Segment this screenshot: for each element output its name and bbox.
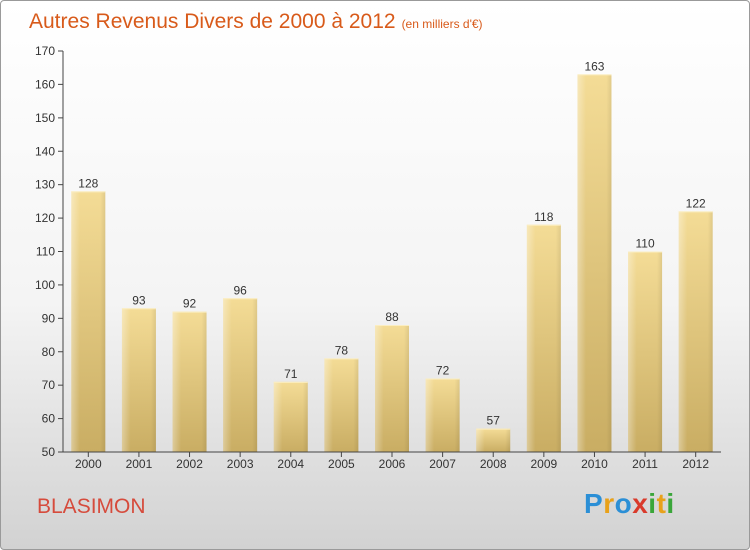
y-axis: 50 60 70 80 90 100 110 120 130 140 150 160 170 [35, 44, 64, 459]
y-tick-label: 90 [42, 311, 56, 325]
x-tick-label: 2006 [379, 457, 406, 471]
logo-letter: r [603, 488, 615, 519]
x-tick-label: 2005 [328, 457, 355, 471]
x-tick-label: 2008 [480, 457, 507, 471]
data-label: 57 [487, 414, 501, 428]
data-labels: 128 93 92 96 71 78 88 72 57 118 163 110 122 [78, 59, 706, 427]
y-tick-label: 140 [35, 144, 55, 158]
data-label: 78 [335, 343, 349, 357]
bar-shade [425, 378, 460, 452]
x-tick-label: 2004 [277, 457, 304, 471]
x-tick-label: 2000 [75, 457, 102, 471]
data-label: 92 [183, 297, 197, 311]
data-label: 88 [385, 310, 399, 324]
bars [71, 74, 713, 453]
data-label: 163 [584, 59, 604, 73]
y-tick-label: 160 [35, 77, 55, 91]
bar-shade [476, 428, 511, 452]
y-tick-label: 170 [35, 44, 55, 58]
bar-shade [577, 74, 612, 453]
bar-shade [678, 211, 713, 452]
bar-shade [121, 308, 156, 452]
x-tick-label: 2011 [632, 457, 658, 471]
data-label: 110 [636, 237, 655, 251]
x-tick-label: 2003 [227, 457, 254, 471]
bar-shade [375, 325, 409, 452]
y-tick-label: 100 [35, 278, 55, 292]
y-tick-label: 50 [42, 445, 56, 459]
y-tick-label: 120 [35, 211, 55, 225]
title-text: Autres Revenus Divers de 2000 à 2012 [29, 10, 396, 33]
y-tick-label: 130 [35, 178, 55, 192]
y-tick-label: 150 [35, 111, 55, 125]
x-tick-label: 2010 [581, 457, 608, 471]
y-tick-label: 80 [42, 345, 56, 359]
y-tick-label: 70 [42, 378, 56, 392]
data-label: 96 [233, 283, 247, 297]
logo-letter: i [648, 488, 657, 519]
y-tick-label: 60 [42, 412, 56, 426]
bar-shade [628, 251, 663, 452]
x-tick-label: 2012 [682, 457, 709, 471]
bar-shade [526, 224, 561, 452]
data-label: 118 [534, 210, 553, 224]
bar-shade [223, 298, 258, 452]
data-label: 72 [436, 363, 450, 377]
data-label: 128 [78, 176, 98, 190]
y-tick-label: 110 [36, 245, 55, 259]
logo-letter: t [656, 488, 667, 519]
logo-letter: x [632, 488, 649, 519]
x-axis: 2000 2001 2002 2003 2004 2005 2006 2007 2008 2009… [63, 451, 721, 471]
chart-title: Autres Revenus Divers de 2000 à 2012 (en … [29, 10, 483, 34]
location-name: BLASIMON [37, 495, 146, 518]
logo-letter: P [584, 488, 604, 519]
title-unit: (en milliers d'€) [401, 17, 483, 31]
bar-shade [273, 381, 308, 452]
data-label: 122 [686, 196, 706, 210]
x-tick-label: 2009 [530, 457, 557, 471]
logo-letter: i [666, 488, 675, 519]
bar-shade [172, 311, 207, 452]
data-label: 71 [284, 367, 298, 381]
x-tick-label: 2001 [126, 457, 153, 471]
bar-shade [324, 358, 359, 452]
bar-shade [71, 191, 106, 452]
x-tick-label: 2007 [429, 457, 456, 471]
logo-letter: o [614, 488, 633, 519]
proxiti-logo: Proxiti [584, 488, 675, 520]
data-label: 93 [132, 293, 146, 307]
x-tick-label: 2002 [176, 457, 203, 471]
